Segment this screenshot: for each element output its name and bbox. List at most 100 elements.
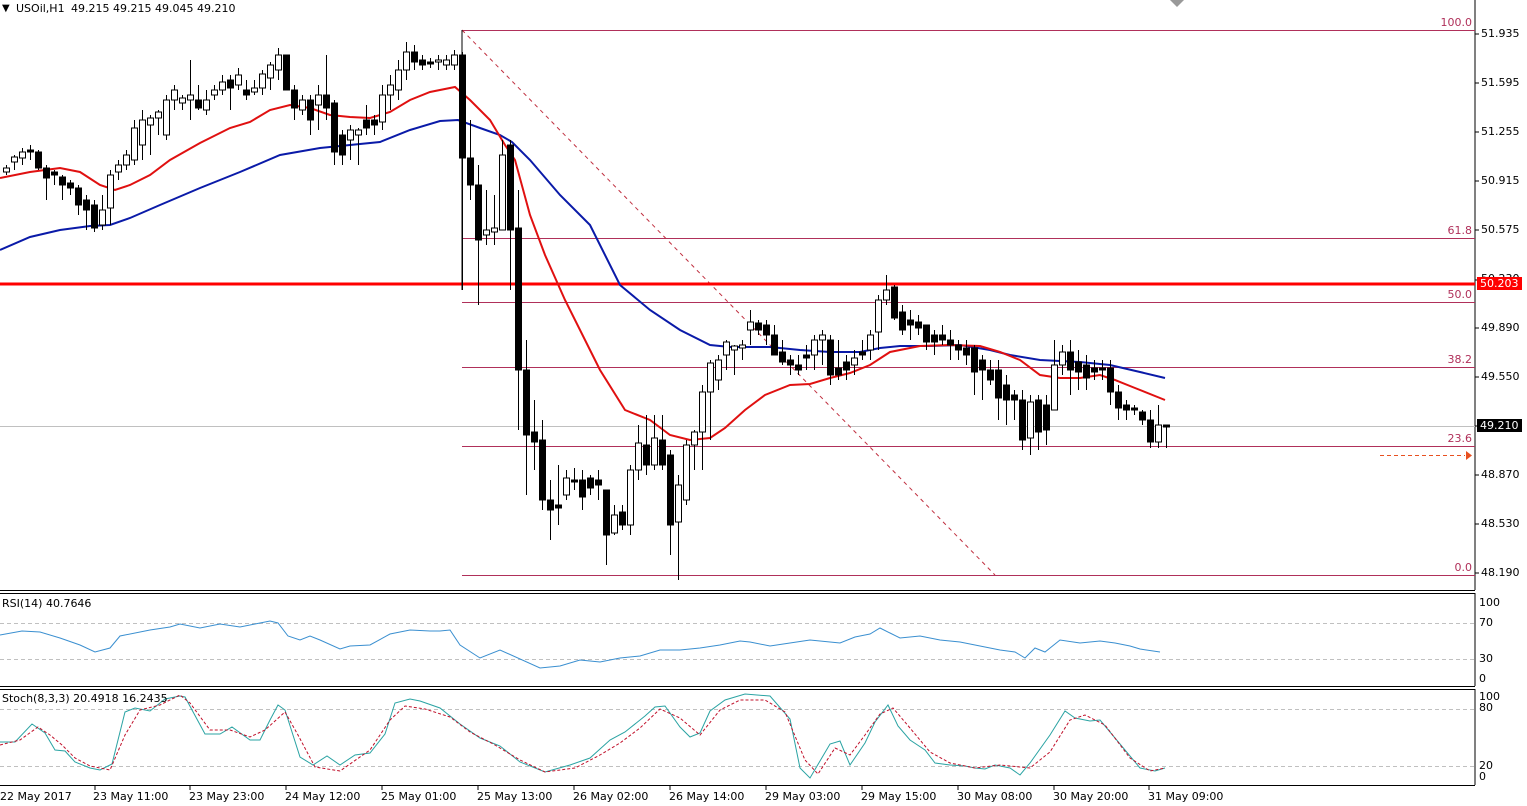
candle (179, 97, 186, 104)
candle (1163, 424, 1170, 428)
candle (387, 84, 394, 96)
candle (403, 51, 410, 71)
candle (939, 334, 946, 341)
candle (187, 94, 194, 101)
candle (1155, 424, 1162, 443)
fib-label-61-8: 61.8 (1447, 224, 1473, 237)
candle (827, 339, 834, 376)
time-label: 26 May 02:00 (573, 790, 649, 803)
candle (979, 359, 986, 371)
rsi-title: RSI(14) 40.7646 (2, 597, 92, 610)
price-tick: 50.575 (1481, 223, 1520, 236)
candle (51, 171, 58, 176)
candle (539, 439, 546, 501)
candle (1027, 401, 1034, 439)
candle (235, 74, 242, 86)
candle (907, 319, 914, 326)
symbol-label: USOil,H1 (16, 2, 65, 15)
candle (531, 431, 538, 443)
candle (507, 144, 514, 231)
candle (475, 184, 482, 241)
fib-label-100: 100.0 (1440, 16, 1473, 29)
ohlc-values: 49.215 49.215 49.045 49.210 (71, 2, 236, 15)
time-label: 22 May 2017 (0, 790, 72, 803)
candle (859, 351, 866, 356)
chart-shift-marker (1170, 0, 1184, 7)
candle (851, 357, 858, 366)
price-tick: 51.595 (1481, 76, 1520, 89)
candle (731, 345, 738, 351)
candle (11, 156, 18, 163)
ma-slow-line (0, 118, 1166, 379)
candle (419, 59, 426, 66)
price-tick: 51.935 (1481, 27, 1520, 40)
candle (363, 119, 370, 129)
candle (67, 182, 74, 189)
stoch-level: 0 (1479, 770, 1486, 783)
candle (515, 227, 522, 371)
candle (587, 477, 594, 489)
candle (155, 111, 162, 119)
candle (411, 51, 418, 63)
candle (723, 341, 730, 356)
candle (443, 59, 450, 66)
candle (523, 369, 530, 436)
candle (1011, 394, 1018, 401)
candle (643, 444, 650, 466)
stoch-title: Stoch(8,3,3) 20.4918 16.2435 (2, 692, 168, 705)
candle (667, 454, 674, 526)
candle (395, 69, 402, 91)
candle (683, 444, 690, 501)
chart-menu-arrow-icon[interactable]: ▼ (2, 3, 10, 14)
price-tick: 49.890 (1481, 321, 1520, 334)
stoch-level: 20 (1479, 759, 1493, 772)
candle (963, 347, 970, 356)
candle (771, 334, 778, 356)
time-label: 26 May 14:00 (669, 790, 745, 803)
candle (691, 431, 698, 446)
candle (1083, 364, 1090, 379)
candle (339, 134, 346, 156)
candle (635, 442, 642, 471)
candle (659, 439, 666, 466)
candle (1043, 404, 1050, 431)
candle (923, 324, 930, 343)
candle (1131, 407, 1138, 411)
time-label: 29 May 15:00 (861, 790, 937, 803)
time-label: 25 May 01:00 (381, 790, 457, 803)
price-tick: 51.255 (1481, 125, 1520, 138)
candle (571, 479, 578, 483)
candle (787, 359, 794, 366)
candle (427, 61, 434, 65)
candle (555, 504, 562, 509)
candle (307, 99, 314, 121)
candle (1091, 367, 1098, 373)
time-label: 29 May 03:00 (765, 790, 841, 803)
candle (35, 151, 42, 169)
candle (459, 54, 466, 159)
time-label: 30 May 20:00 (1053, 790, 1129, 803)
candle (779, 351, 786, 363)
candle (1003, 384, 1010, 401)
candle (163, 99, 170, 136)
candle (699, 391, 706, 433)
candle (619, 511, 626, 526)
candle (971, 347, 978, 373)
candle (227, 79, 234, 89)
candle (803, 354, 810, 359)
candle (1107, 367, 1114, 393)
candle (1019, 399, 1026, 441)
stoch-level: 80 (1479, 701, 1493, 714)
candle (707, 362, 714, 393)
candle (283, 54, 290, 91)
candle (171, 89, 178, 101)
candle (715, 359, 722, 381)
candle (147, 117, 154, 126)
time-label: 24 May 12:00 (285, 790, 361, 803)
candle (1099, 367, 1106, 371)
candle (747, 321, 754, 331)
fib-label-38-2: 38.2 (1447, 353, 1473, 366)
candle (1075, 361, 1082, 373)
candle (435, 59, 442, 63)
